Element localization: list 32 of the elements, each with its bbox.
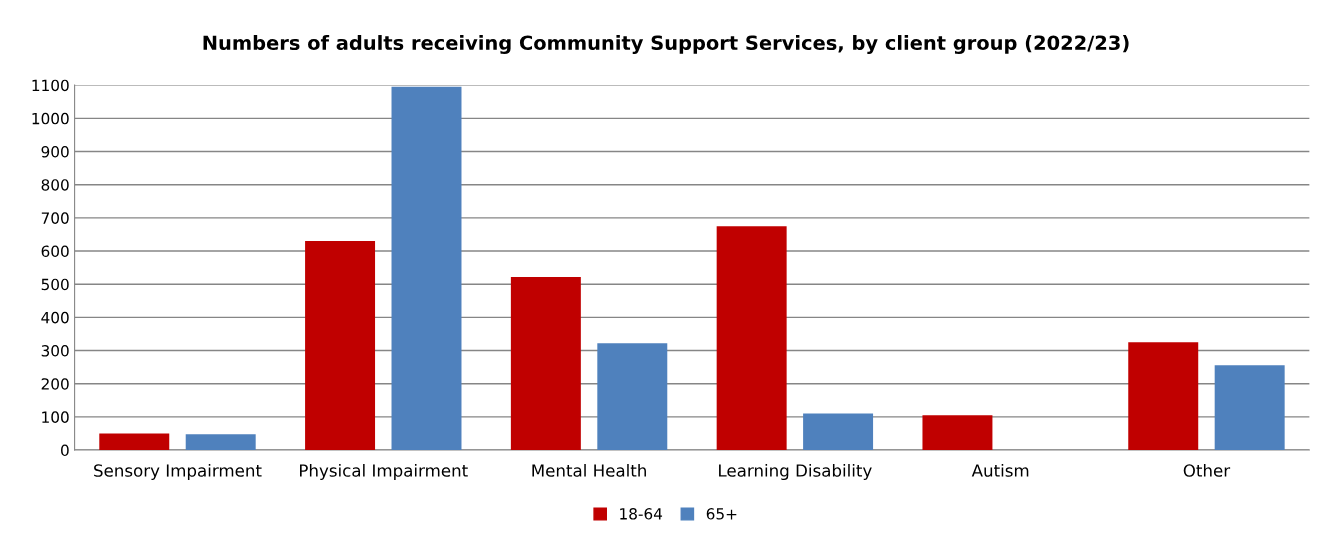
y-tick-label: 800 (41, 179, 69, 191)
y-tick-label: 900 (41, 145, 69, 158)
bar (922, 415, 993, 451)
chart-title: Numbers of adults receiving Community Support Services, by client group (2022/23) (203, 35, 1129, 55)
y-tick-label: 500 (41, 278, 69, 291)
bar (305, 241, 376, 451)
x-tick-label: Other (1183, 463, 1231, 477)
bar (1214, 365, 1285, 451)
y-tick-label: 1100 (32, 79, 69, 92)
y-tick-label: 0 (61, 444, 69, 457)
bar (597, 343, 668, 451)
y-tick-label: 400 (41, 311, 69, 324)
bar (99, 433, 170, 451)
legend-label: 18-64 (620, 508, 663, 520)
y-tick-label: 300 (41, 345, 69, 357)
bar (1128, 342, 1199, 451)
x-tick-label: Learning Disability (719, 463, 872, 481)
x-tick-label: Physical Impairment (300, 463, 468, 481)
x-tick-label: Sensory Impairment (94, 463, 262, 481)
bar (391, 86, 462, 451)
legend-label: 65+ (706, 508, 737, 520)
bar (510, 276, 581, 451)
bar (185, 434, 256, 451)
y-tick-label: 100 (42, 411, 69, 423)
y-tick-label: 700 (41, 212, 69, 224)
y-tick-label: 200 (41, 378, 69, 390)
bar (803, 413, 874, 451)
x-tick-label: Autism (971, 463, 1029, 477)
y-tick-label: 600 (41, 245, 69, 258)
y-tick-label: 1000 (32, 112, 69, 125)
x-tick-label: Mental Health (532, 463, 646, 477)
bar (716, 226, 787, 451)
